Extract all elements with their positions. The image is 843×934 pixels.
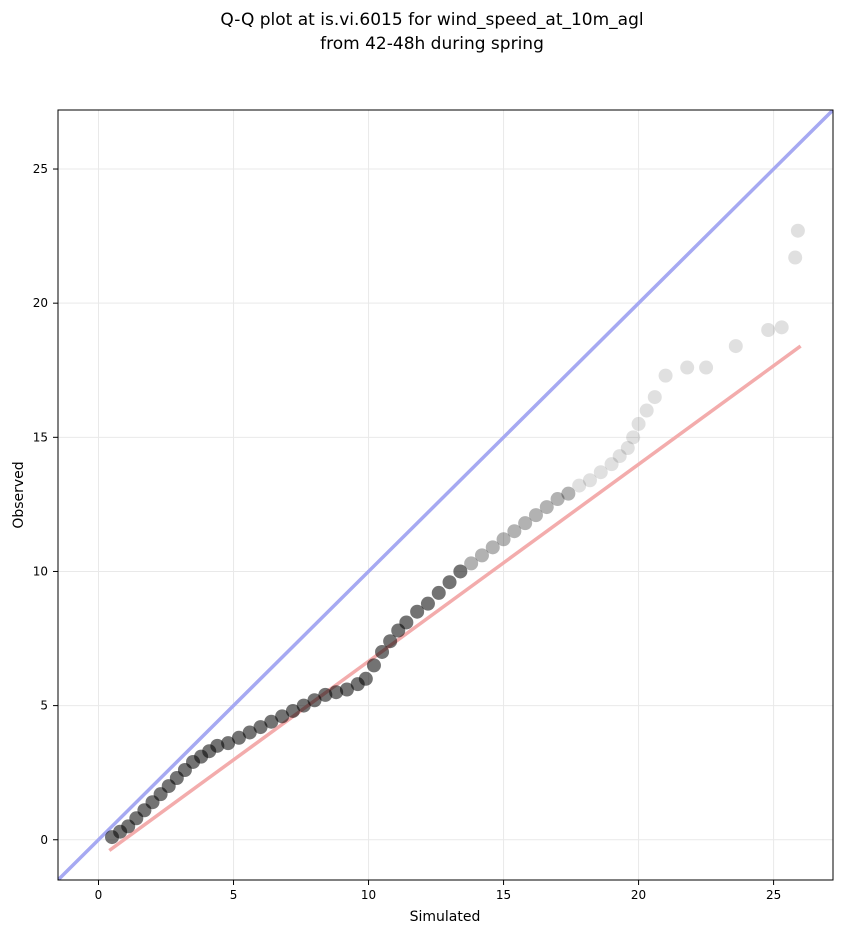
quantile-point	[264, 714, 279, 729]
x-tick-label: 15	[496, 888, 511, 902]
quantile-point	[307, 693, 322, 708]
quantile-point	[242, 725, 257, 740]
x-tick-label: 25	[766, 888, 781, 902]
x-axis-label: Simulated	[410, 909, 481, 925]
quantile-point	[442, 575, 457, 590]
quantile-point	[639, 403, 654, 418]
quantile-point	[358, 671, 373, 686]
quantile-point	[221, 736, 236, 751]
y-tick-label: 15	[33, 430, 48, 444]
y-tick-label: 25	[33, 162, 48, 176]
quantile-point	[485, 540, 500, 555]
identity-line	[58, 110, 833, 880]
x-tick-label: 5	[230, 888, 238, 902]
quantile-point	[507, 524, 522, 539]
quantile-point	[788, 250, 803, 265]
fit-line	[108, 344, 802, 852]
quantile-point	[790, 223, 805, 238]
x-tick-label: 20	[631, 888, 646, 902]
quantile-point	[366, 658, 381, 673]
quantile-point	[612, 449, 627, 464]
x-tick-label: 0	[95, 888, 103, 902]
y-tick-label: 5	[40, 699, 48, 713]
quantile-point	[275, 709, 290, 724]
x-axis-ticks: 0 5 10 15 20 25	[95, 880, 781, 902]
quantile-point	[593, 465, 608, 480]
quantile-point	[383, 634, 398, 649]
quantile-point	[761, 323, 776, 337]
quantile-point	[410, 604, 425, 619]
y-tick-label: 20	[33, 296, 48, 310]
quantile-point	[296, 698, 311, 713]
quantile-point	[620, 441, 635, 456]
quantile-point	[699, 360, 714, 375]
quantile-point	[375, 644, 390, 659]
y-tick-label: 10	[33, 564, 48, 578]
grid-lines	[58, 110, 833, 880]
quantile-point	[318, 687, 333, 702]
quantile-point	[210, 738, 225, 753]
plot-frame	[57, 109, 834, 881]
quantile-point	[518, 516, 533, 531]
quantile-point	[582, 473, 597, 488]
quantile-point	[561, 486, 576, 501]
y-axis-ticks: 0 5 10 15 20 25	[33, 162, 58, 847]
quantile-point	[420, 596, 435, 611]
quantile-point	[604, 457, 619, 472]
quantile-point	[774, 320, 789, 335]
chart-title-line-2: from 42-48h during spring	[320, 34, 544, 54]
x-tick-label: 10	[361, 888, 376, 902]
quantile-point	[329, 685, 344, 700]
y-axis-label: Observed	[11, 461, 27, 528]
quantile-point	[285, 703, 300, 718]
chart-title-line-1: Q-Q plot at is.vi.6015 for wind_speed_at…	[220, 10, 643, 30]
quantile-point	[253, 720, 268, 735]
quantile-point	[474, 548, 489, 563]
quantile-point	[399, 615, 414, 630]
quantile-point	[231, 730, 246, 745]
quantile-point	[658, 368, 673, 383]
quantile-point	[647, 390, 662, 405]
quantile-point	[728, 339, 743, 354]
quantile-point	[572, 478, 587, 493]
quantile-point	[680, 360, 695, 375]
y-tick-label: 0	[40, 833, 48, 847]
quantile-point	[631, 416, 646, 431]
quantile-point	[626, 430, 641, 445]
quantile-point	[431, 585, 446, 600]
quantile-point	[339, 682, 354, 697]
quantile-points	[105, 223, 805, 845]
quantile-point	[550, 492, 565, 507]
quantile-point	[496, 532, 511, 547]
quantile-point	[464, 556, 479, 571]
quantile-point	[539, 500, 554, 515]
quantile-point	[453, 564, 468, 579]
quantile-point	[528, 508, 543, 523]
